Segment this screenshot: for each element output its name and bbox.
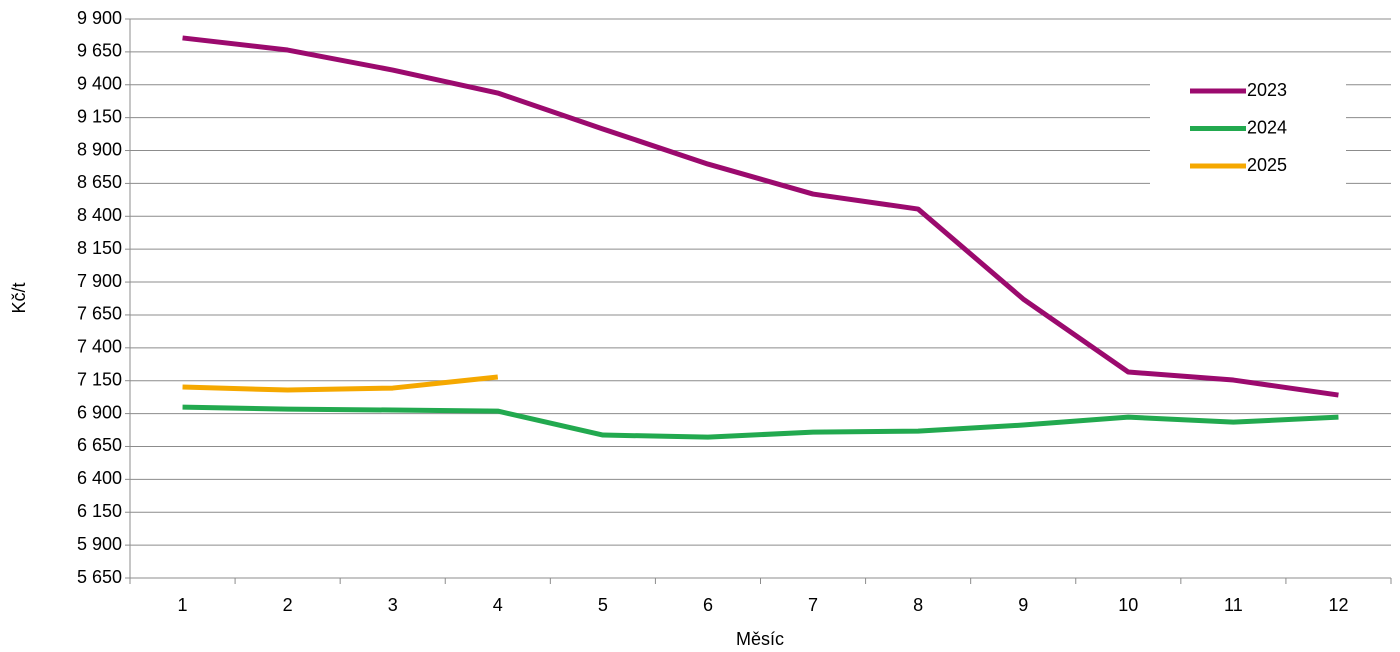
line-series xyxy=(182,374,499,393)
y-tick-label: 9 150 xyxy=(77,106,122,126)
x-tick-label: 2 xyxy=(283,595,293,615)
legend-label: 2025 xyxy=(1247,155,1287,175)
line-series xyxy=(182,404,1339,440)
line-series xyxy=(182,35,1339,398)
x-tick-label: 10 xyxy=(1118,595,1138,615)
x-tick-label: 11 xyxy=(1224,595,1243,615)
y-tick-label: 5 900 xyxy=(77,534,122,554)
x-tick-label: 6 xyxy=(703,595,713,615)
x-tick-label: 12 xyxy=(1328,595,1348,615)
x-tick-label: 9 xyxy=(1018,595,1028,615)
y-tick-label: 6 650 xyxy=(77,435,122,455)
y-tick-label: 8 150 xyxy=(77,238,122,258)
y-tick-label: 9 400 xyxy=(77,74,122,94)
y-tick-label: 5 650 xyxy=(77,567,122,587)
y-tick-label: 8 400 xyxy=(77,205,122,225)
x-tick-label: 1 xyxy=(178,595,188,615)
y-tick-label: 9 900 xyxy=(77,8,122,28)
legend-label: 2023 xyxy=(1247,80,1287,100)
x-tick-label: 5 xyxy=(598,595,608,615)
y-axis-label: Kč/t xyxy=(9,282,29,313)
y-tick-label: 6 900 xyxy=(77,402,122,422)
legend-box xyxy=(1150,70,1346,185)
y-tick-label: 9 650 xyxy=(77,41,122,61)
y-tick-label: 7 650 xyxy=(77,304,122,324)
y-tick-label: 7 900 xyxy=(77,271,122,291)
y-tick-label: 6 150 xyxy=(77,501,122,521)
x-tick-label: 3 xyxy=(388,595,398,615)
legend-label: 2024 xyxy=(1247,117,1287,137)
y-tick-label: 7 400 xyxy=(77,337,122,357)
x-axis-label: Měsíc xyxy=(736,629,784,649)
x-tick-label: 8 xyxy=(913,595,923,615)
y-tick-label: 8 650 xyxy=(77,172,122,192)
y-tick-label: 6 400 xyxy=(77,468,122,488)
x-tick-label: 7 xyxy=(808,595,818,615)
y-tick-label: 8 900 xyxy=(77,139,122,159)
x-tick-label: 4 xyxy=(493,595,503,615)
y-tick-label: 7 150 xyxy=(77,369,122,389)
